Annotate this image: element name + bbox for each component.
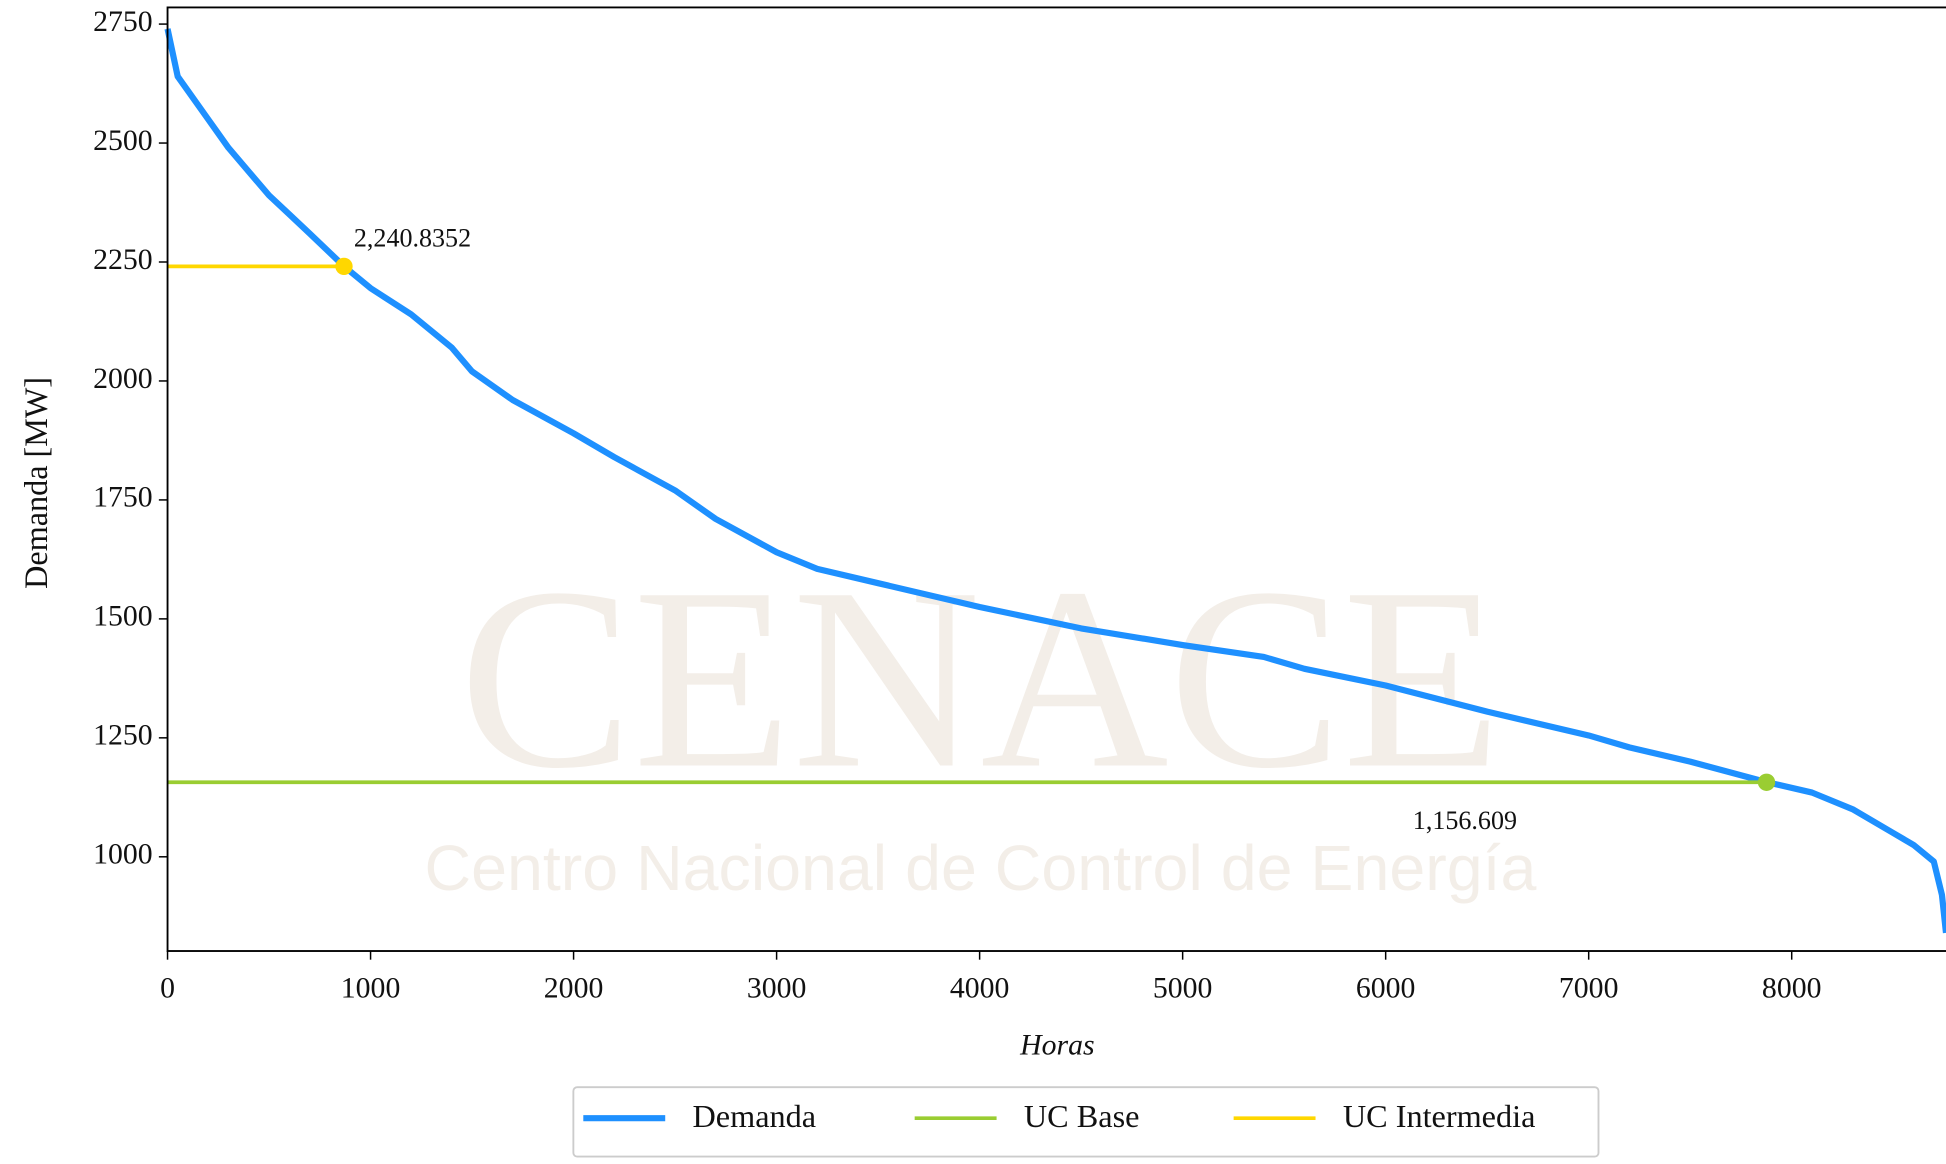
legend-label: UC Intermedia (1343, 1098, 1536, 1134)
x-tick-label: 6000 (1356, 971, 1416, 1004)
legend-frame (572, 1086, 1600, 1158)
x-axis-label: Horas (1019, 1028, 1094, 1061)
x-tick-label: 8000 (1762, 971, 1822, 1004)
y-tick-label: 2500 (93, 124, 153, 157)
x-tick-label: 0 (160, 971, 175, 1004)
watermark: Centro Nacional de Control de Energía (424, 832, 1536, 904)
legend: Demanda UC Base UC Intermedia (572, 1086, 1600, 1158)
x-tick-label: 7000 (1559, 971, 1619, 1004)
value-label: 1,156.609 (1413, 806, 1517, 835)
y-tick-label: 2250 (93, 243, 153, 276)
legend-label: Demanda (693, 1098, 817, 1134)
y-axis-label: Demanda [MW] (18, 377, 54, 589)
y-tick-label: 1500 (93, 600, 153, 633)
watermark: CENACE (459, 535, 1501, 823)
x-tick-label: 3000 (747, 971, 807, 1004)
value-label: 2,240.8352 (354, 223, 471, 252)
x-tick-label: 4000 (950, 971, 1010, 1004)
legend-label: UC Base (1024, 1098, 1140, 1134)
x-tick-label: 2000 (544, 971, 604, 1004)
demand-line (164, 28, 1946, 934)
y-tick-label: 1250 (93, 719, 153, 752)
y-tick-label: 2000 (93, 362, 153, 395)
x-tick-label: 5000 (1153, 971, 1213, 1004)
x-tick-label: 1000 (341, 971, 401, 1004)
y-tick-label: 2750 (93, 5, 153, 38)
y-tick-label: 1000 (93, 838, 153, 871)
level-point (335, 257, 353, 276)
plot-frame (166, 6, 1946, 952)
y-tick-label: 1750 (93, 481, 153, 514)
level-point (1757, 773, 1776, 791)
